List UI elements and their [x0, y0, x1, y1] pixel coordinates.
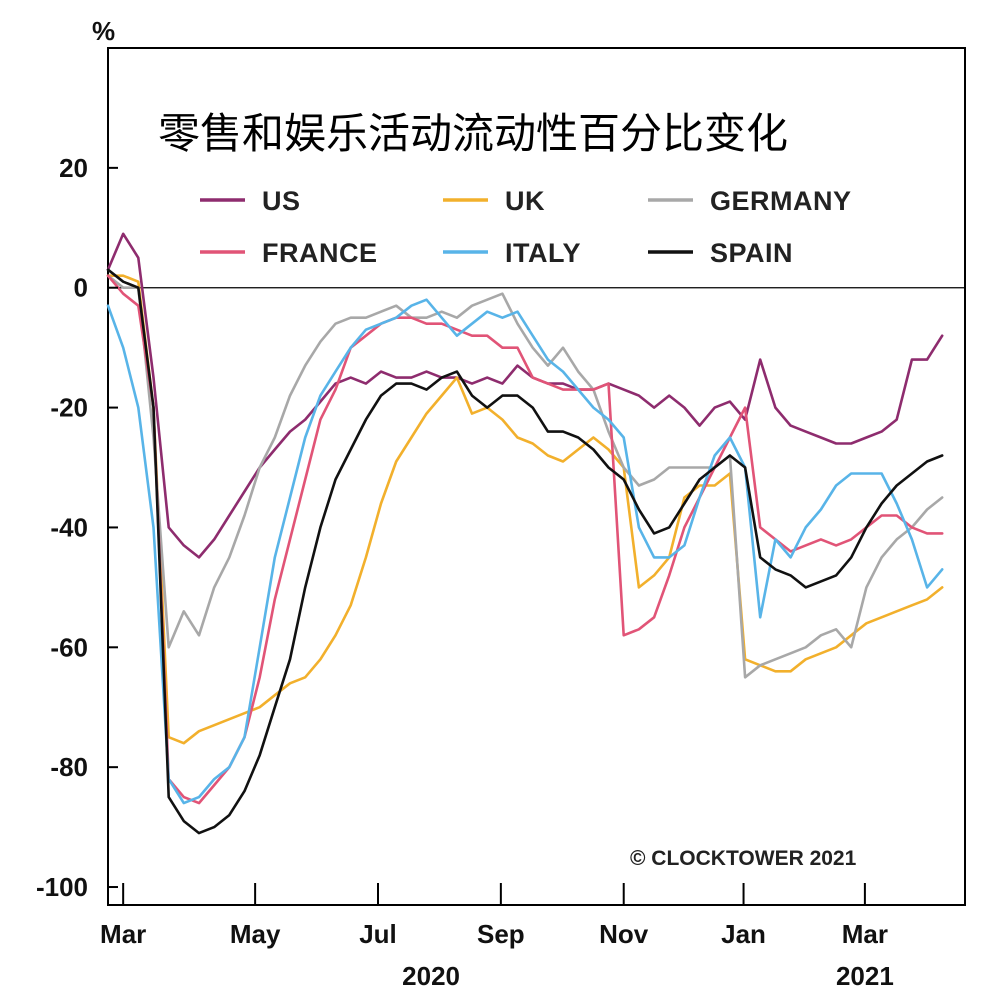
series-lines [106, 232, 944, 835]
legend-label-france: FRANCE [262, 238, 378, 268]
legend-label-italy: ITALY [505, 238, 581, 268]
plot-frame [107, 47, 966, 906]
y-axis-unit-label: % [92, 16, 115, 46]
legend-label-spain: SPAIN [710, 238, 793, 268]
legend-label-us: US [262, 186, 301, 216]
series-line-spain [106, 268, 944, 835]
y-tick-label: -60 [50, 632, 88, 662]
y-tick-label: 20 [59, 153, 88, 183]
x-year-label: 2020 [402, 961, 460, 991]
series-line-us [106, 232, 944, 559]
y-tick-label: -80 [50, 752, 88, 782]
series-line-italy [106, 298, 944, 805]
x-tick-label: Jan [721, 919, 766, 949]
x-tick-label: Jul [359, 919, 397, 949]
y-tick-label: -20 [50, 393, 88, 423]
y-tick-label: -40 [50, 512, 88, 542]
series-line-germany [106, 274, 944, 679]
x-tick-label: Nov [599, 919, 649, 949]
x-tick-label: Mar [100, 919, 146, 949]
legend-label-uk: UK [505, 186, 545, 216]
series-line-france [106, 274, 944, 805]
x-tick-label: Sep [477, 919, 525, 949]
series-line-uk [106, 274, 944, 745]
y-tick-label: -100 [36, 872, 88, 902]
plot-border [107, 47, 966, 906]
y-tick-label: 0 [74, 273, 88, 303]
x-tick-label: Mar [842, 919, 888, 949]
chart-title: 零售和娱乐活动流动性百分比变化 [158, 109, 788, 158]
legend-label-germany: GERMANY [710, 186, 852, 216]
legend: US UK GERMANY FRANCE ITALY SPAIN [200, 186, 852, 268]
x-year-label: 2021 [836, 961, 894, 991]
x-tick-label: May [230, 919, 281, 949]
copyright-annotation: © CLOCKTOWER 2021 [630, 847, 857, 870]
axes: 20 0 -20 -40 -60 -80 -100 Mar May Jul Sep Nov Jan Mar… [36, 153, 894, 991]
